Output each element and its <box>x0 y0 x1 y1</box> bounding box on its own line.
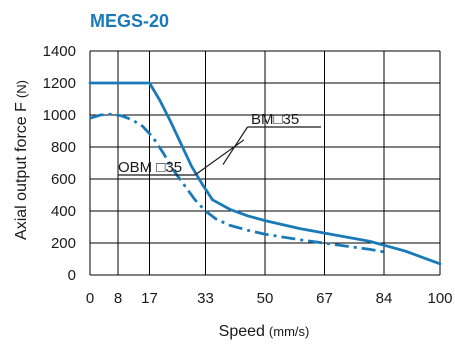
bm-series-line <box>88 81 442 266</box>
x-tick-label: 33 <box>197 290 214 307</box>
y-tick-label: 400 <box>51 203 76 220</box>
obm-leader-line <box>194 139 245 176</box>
x-tick-labels: 0 8 17 33 50 67 84 100 <box>86 290 453 307</box>
y-tick-label: 1000 <box>43 107 76 124</box>
x-tick-label: 67 <box>316 290 333 307</box>
bm-series-label: BM□35 <box>251 111 299 128</box>
y-tick-labels: 0 200 400 600 800 1000 1200 1400 <box>43 43 76 284</box>
x-axis-label: Speed (mm/s) <box>219 323 310 340</box>
bm-annotation: BM□35 <box>222 111 321 165</box>
x-tick-label: 8 <box>114 290 122 307</box>
x-tick-label: 17 <box>141 290 158 307</box>
y-tick-label: 200 <box>51 235 76 252</box>
obm-series-label: OBM □35 <box>118 159 182 176</box>
y-tick-label: 1200 <box>43 75 76 92</box>
obm-series-line <box>89 112 388 254</box>
y-tick-label: 600 <box>51 171 76 188</box>
x-tick-label: 100 <box>427 290 452 307</box>
y-tick-label: 0 <box>68 267 76 284</box>
grid <box>89 50 441 276</box>
x-tick-label: 84 <box>376 290 393 307</box>
y-tick-label: 1400 <box>43 43 76 60</box>
chart-title: MEGS-20 <box>90 11 169 31</box>
y-tick-label: 800 <box>51 139 76 156</box>
x-tick-label: 0 <box>86 290 94 307</box>
obm-annotation: OBM □35 <box>118 139 245 176</box>
series-layer <box>88 81 442 266</box>
y-axis-label: Axial output force F(N) <box>13 80 30 240</box>
x-tick-label: 50 <box>257 290 274 307</box>
